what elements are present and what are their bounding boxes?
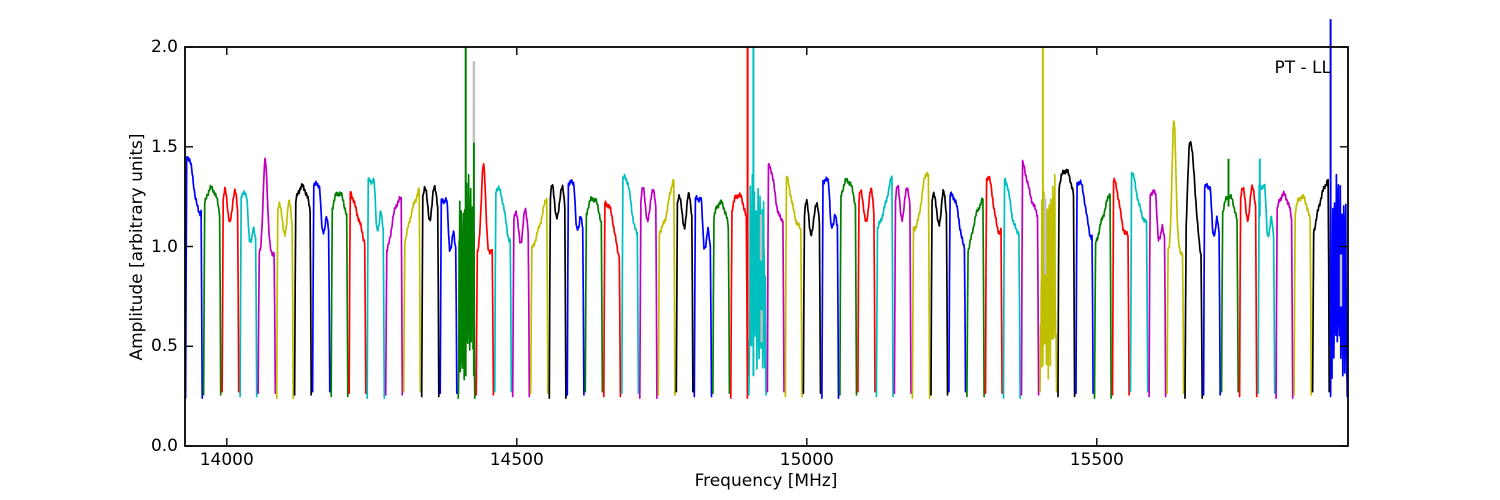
bandpass-segment: [366, 177, 386, 399]
bandpass-segment: [348, 190, 367, 395]
bandpass-segment: [675, 191, 694, 393]
plot-annotation: PT - LL: [1274, 58, 1331, 78]
bandpass-segment: [475, 163, 495, 396]
bandpass-segment: [1311, 178, 1331, 393]
bandpass-segment: [620, 173, 640, 395]
bandpass-segment: [184, 156, 204, 399]
bandpass-segment: [311, 180, 331, 393]
bandpass-segment: [1148, 189, 1167, 398]
bandpass-segment: [402, 187, 422, 393]
bandpass-segment: [1093, 193, 1112, 399]
bandpass-segment: [693, 194, 713, 398]
bandpass-segment: [330, 191, 349, 398]
bandpass-segment: [948, 191, 967, 393]
bandpass-segment: [275, 199, 295, 399]
x-tick-label: 14000: [199, 450, 254, 470]
bandpass-segment: [657, 178, 676, 396]
bandpass-segment: [1166, 120, 1185, 395]
bandpass-segment: [1202, 182, 1222, 396]
bandpass-segment: [1184, 140, 1204, 399]
bandpass-segment: [1275, 190, 1294, 399]
bandpass-segment: [293, 183, 313, 396]
bandpass-segment: [1075, 179, 1094, 395]
bandpass-segment: [548, 184, 567, 399]
plot-frame: [184, 46, 1349, 447]
bandpass-segment: [984, 175, 1003, 395]
y-tick-label: 0.5: [150, 336, 178, 357]
bandpass-segment: [729, 192, 749, 399]
bandpass-segment: [1039, 173, 1058, 393]
bandpass-segment: [911, 171, 931, 399]
bandpass-segment: [930, 189, 949, 396]
bandpass-segment: [747, 173, 767, 396]
x-tick-label: 15500: [1069, 450, 1124, 470]
bandpass-segment: [875, 175, 894, 398]
bandpass-segment: [893, 184, 912, 395]
x-axis-label: Frequency [MHz]: [694, 471, 838, 491]
bandpass-segment: [257, 157, 277, 395]
bandpass-segment: [766, 163, 785, 393]
bandpass-segment: [638, 186, 658, 399]
bandpass-segment: [857, 187, 876, 393]
bandpass-segment: [1238, 184, 1258, 398]
y-tick-label: 1.0: [150, 236, 178, 257]
bandpass-segment: [1129, 171, 1149, 393]
bandpass-segment: [239, 190, 258, 398]
bandpass-segment: [1329, 173, 1349, 398]
bandpass-segment: [221, 186, 240, 393]
bandpass-segment: [966, 197, 985, 398]
bandpass-segment: [1257, 182, 1276, 395]
bandpass-segment: [566, 179, 585, 396]
y-tick-label: 0.0: [150, 436, 178, 456]
bandpass-segment: [1020, 159, 1040, 396]
bandpass-segment: [511, 207, 531, 398]
x-tick-label: 15000: [779, 450, 834, 470]
bandpass-segment: [784, 175, 803, 398]
bandpass-segment: [802, 198, 822, 395]
bandpass-segment: [529, 197, 549, 395]
y-tick-label: 1.5: [150, 136, 178, 157]
bandpass-segment: [1057, 168, 1076, 398]
bandpass-segment: [1111, 177, 1130, 396]
bandpass-segment: [1002, 177, 1021, 399]
bandpass-segment: [1220, 193, 1240, 393]
bandpass-segment: [712, 199, 731, 395]
bandpass-segment: [420, 184, 440, 398]
bandpass-segment: [839, 177, 858, 396]
y-tick-label: 2.0: [150, 37, 178, 57]
bandpass-segment: [202, 184, 222, 396]
bandpass-segment: [1293, 193, 1313, 396]
bandpass-segment: [821, 176, 840, 399]
bandpass-segment: [439, 197, 458, 395]
bandpass-segment: [584, 195, 604, 393]
x-tick-label: 14500: [489, 450, 544, 470]
bandpass-segment: [384, 195, 404, 396]
bandpass-segment: [493, 185, 513, 393]
bandpass-segment: [602, 200, 622, 398]
